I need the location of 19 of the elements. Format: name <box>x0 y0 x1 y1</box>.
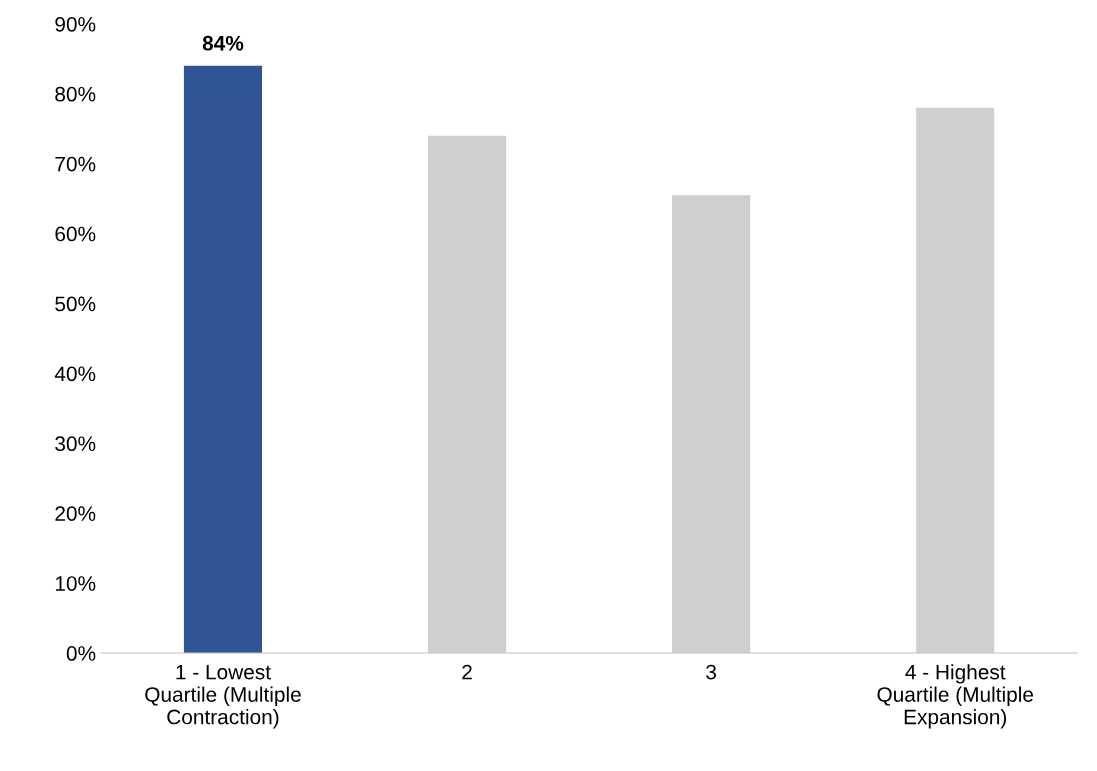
y-tick-label: 20% <box>55 506 96 521</box>
y-tick-label: 50% <box>55 296 96 312</box>
bar <box>916 107 995 654</box>
y-tick-label: 70% <box>55 156 96 172</box>
y-tick-label: 10% <box>55 576 96 591</box>
x-tick-label: 2 <box>462 664 472 680</box>
y-tick-label: 30% <box>55 436 96 452</box>
bar <box>427 135 507 654</box>
y-tick-label: 90% <box>55 16 96 32</box>
x-tick-label: 1 - Lowest Quartile (Multiple Contraction) <box>145 664 301 729</box>
bar <box>183 65 263 654</box>
y-tick-label: 0% <box>66 646 96 661</box>
x-tick-label: 4 - Highest Quartile (Multiple Expansion) <box>877 664 1034 729</box>
y-tick-label: 60% <box>55 226 96 242</box>
bar <box>672 195 751 654</box>
data-label: 84% <box>202 35 244 51</box>
x-tick-label: 3 <box>706 664 717 680</box>
y-tick-label: 40% <box>54 366 96 382</box>
y-tick-label: 80% <box>55 86 96 102</box>
